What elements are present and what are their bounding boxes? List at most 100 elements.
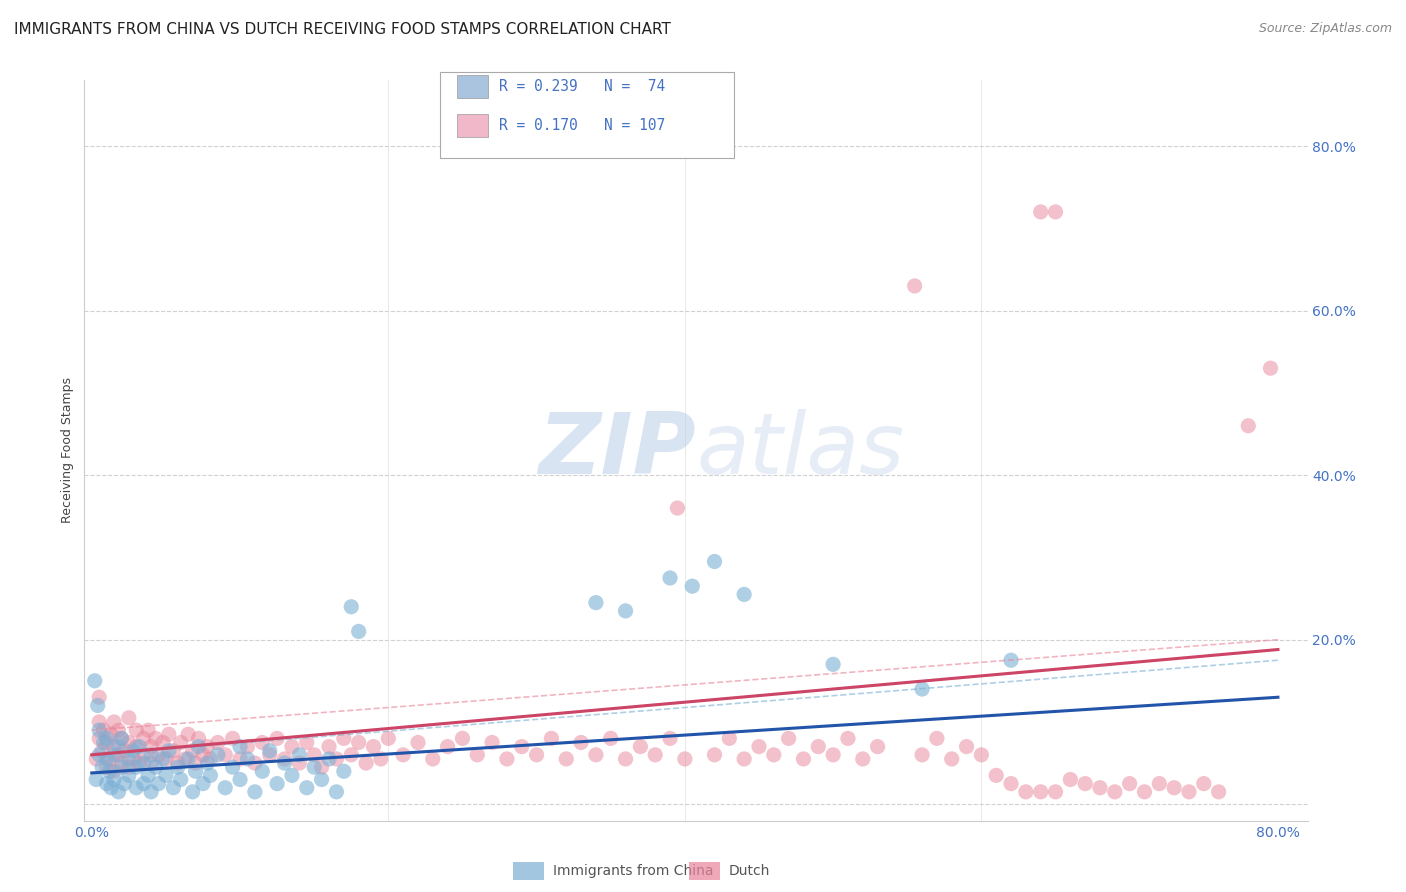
Point <box>207 747 229 762</box>
Point <box>100 727 122 741</box>
Point <box>132 756 155 770</box>
Point <box>96 776 118 791</box>
Point <box>98 752 121 766</box>
Point <box>295 735 318 749</box>
Point <box>1029 785 1052 799</box>
Point <box>132 776 155 791</box>
Point <box>644 747 666 762</box>
Point <box>288 747 311 762</box>
Point <box>110 731 132 746</box>
Y-axis label: Receiving Food Stamps: Receiving Food Stamps <box>60 377 75 524</box>
Point <box>243 785 266 799</box>
Text: Immigrants from China: Immigrants from China <box>553 863 713 878</box>
Point <box>96 752 118 766</box>
Point <box>229 772 252 787</box>
Point <box>136 723 159 738</box>
Point <box>103 764 125 779</box>
Point <box>1260 361 1282 376</box>
Point <box>866 739 889 754</box>
Point <box>333 764 356 779</box>
Point <box>585 596 607 610</box>
Point <box>1045 785 1067 799</box>
Point <box>107 739 129 754</box>
Point <box>187 731 209 746</box>
Point <box>145 731 167 746</box>
Point <box>569 735 592 749</box>
Text: R = 0.170   N = 107: R = 0.170 N = 107 <box>499 119 665 133</box>
Point <box>98 764 121 779</box>
Point <box>197 739 219 754</box>
Point <box>733 752 755 766</box>
Point <box>107 723 129 738</box>
Point <box>103 714 125 729</box>
Point <box>599 731 621 746</box>
Point <box>229 752 252 766</box>
Point <box>311 772 333 787</box>
Text: IMMIGRANTS FROM CHINA VS DUTCH RECEIVING FOOD STAMPS CORRELATION CHART: IMMIGRANTS FROM CHINA VS DUTCH RECEIVING… <box>14 22 671 37</box>
Point <box>392 747 415 762</box>
Point <box>162 780 184 795</box>
Point <box>252 735 274 749</box>
Point <box>157 727 180 741</box>
Point <box>89 731 111 746</box>
Point <box>986 768 1008 782</box>
Point <box>281 739 304 754</box>
Point <box>1163 780 1185 795</box>
Point <box>84 752 107 766</box>
Point <box>162 744 184 758</box>
Point <box>181 744 204 758</box>
Point <box>93 723 115 738</box>
Point <box>91 744 114 758</box>
Point <box>200 768 222 782</box>
Point <box>363 739 385 754</box>
Point <box>229 739 252 754</box>
Point <box>481 735 503 749</box>
Point <box>540 731 562 746</box>
Point <box>614 752 637 766</box>
Point <box>311 760 333 774</box>
Point <box>325 752 347 766</box>
Point <box>1000 776 1022 791</box>
Point <box>970 747 993 762</box>
Point <box>628 739 651 754</box>
Point <box>451 731 474 746</box>
Point <box>139 756 162 770</box>
Point <box>347 735 370 749</box>
Point <box>236 739 259 754</box>
Point <box>302 760 325 774</box>
Point <box>1149 776 1171 791</box>
Point <box>1074 776 1097 791</box>
Point <box>174 752 197 766</box>
Point <box>1192 776 1215 791</box>
Point <box>941 752 963 766</box>
Point <box>89 723 111 738</box>
Point <box>89 747 111 762</box>
Point <box>110 756 132 770</box>
Point <box>340 599 363 614</box>
Point <box>103 739 125 754</box>
Point <box>184 764 207 779</box>
Point <box>406 735 429 749</box>
Point <box>177 752 200 766</box>
Point <box>733 587 755 601</box>
Point <box>823 657 845 672</box>
Point <box>118 768 141 782</box>
Point <box>681 579 703 593</box>
Point <box>152 735 174 749</box>
Point <box>585 747 607 762</box>
Point <box>122 752 145 766</box>
Point <box>148 776 170 791</box>
Point <box>340 747 363 762</box>
Point <box>84 772 107 787</box>
Point <box>91 760 114 774</box>
Point <box>266 731 288 746</box>
Point <box>1015 785 1038 799</box>
Point <box>132 731 155 746</box>
Point <box>139 739 162 754</box>
Text: atlas: atlas <box>696 409 904 492</box>
Point <box>132 747 155 762</box>
Point <box>659 571 682 585</box>
Point <box>184 756 207 770</box>
Point <box>659 731 682 746</box>
Point <box>1029 205 1052 219</box>
